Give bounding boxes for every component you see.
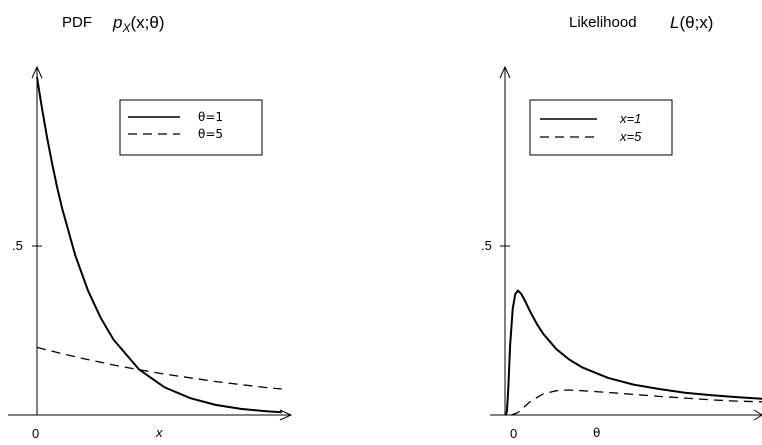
likelihood-series-x1-line	[504, 289, 762, 416]
pdf-title-subscript: X	[121, 21, 131, 35]
pdf-x-axis-arrow	[279, 409, 293, 421]
likelihood-series	[504, 289, 762, 416]
likelihood-x-axis-arrow	[753, 409, 762, 421]
pdf-y-tick-label: .5	[12, 238, 23, 253]
pdf-series	[36, 76, 282, 414]
likelihood-y-axis-arrow	[499, 65, 511, 79]
likelihood-chart: Likelihood L(θ;x) .5 0 θ x=1 x=5	[481, 13, 762, 441]
likelihood-legend-box	[529, 99, 673, 156]
likelihood-x-axis-label: θ	[593, 426, 600, 440]
pdf-chart-title: PDF pX(x;θ)	[62, 13, 164, 35]
likelihood-y-tick-label: .5	[481, 238, 492, 253]
likelihood-title-args: (θ;x)	[679, 13, 713, 32]
likelihood-legend-label-1: x=1	[619, 111, 641, 126]
pdf-x-axis-label: x	[155, 425, 163, 440]
pdf-series-theta1-line	[36, 76, 282, 414]
pdf-legend-box	[119, 99, 263, 156]
likelihood-title-symbol: L	[670, 13, 679, 32]
pdf-chart: PDF pX(x;θ) .5 0 x θ=1 θ=5	[8, 13, 293, 441]
likelihood-x-tick-label: 0	[510, 426, 517, 441]
pdf-legend: θ=1 θ=5	[119, 99, 263, 156]
pdf-series-theta5-line	[36, 346, 282, 390]
pdf-legend-label-1: θ=1	[198, 110, 223, 124]
likelihood-legend-label-2: x=5	[619, 129, 642, 144]
likelihood-legend: x=1 x=5	[529, 99, 673, 156]
likelihood-title-text: Likelihood	[569, 14, 637, 31]
likelihood-title-math: L(θ;x)	[670, 13, 713, 32]
pdf-title-symbol: p	[112, 13, 122, 32]
pdf-title-math: pX(x;θ)	[112, 13, 164, 35]
likelihood-series-x5-line	[511, 389, 762, 416]
pdf-x-tick-label: 0	[32, 426, 39, 441]
pdf-y-axis-arrow	[31, 65, 43, 79]
likelihood-chart-title: Likelihood L(θ;x)	[569, 13, 713, 32]
pdf-title-text: PDF	[62, 14, 92, 31]
pdf-legend-label-2: θ=5	[198, 127, 223, 141]
pdf-axes: .5 0 x	[8, 65, 293, 441]
pdf-title-args: (x;θ)	[130, 13, 164, 32]
likelihood-axes: .5 0 θ	[481, 65, 762, 441]
